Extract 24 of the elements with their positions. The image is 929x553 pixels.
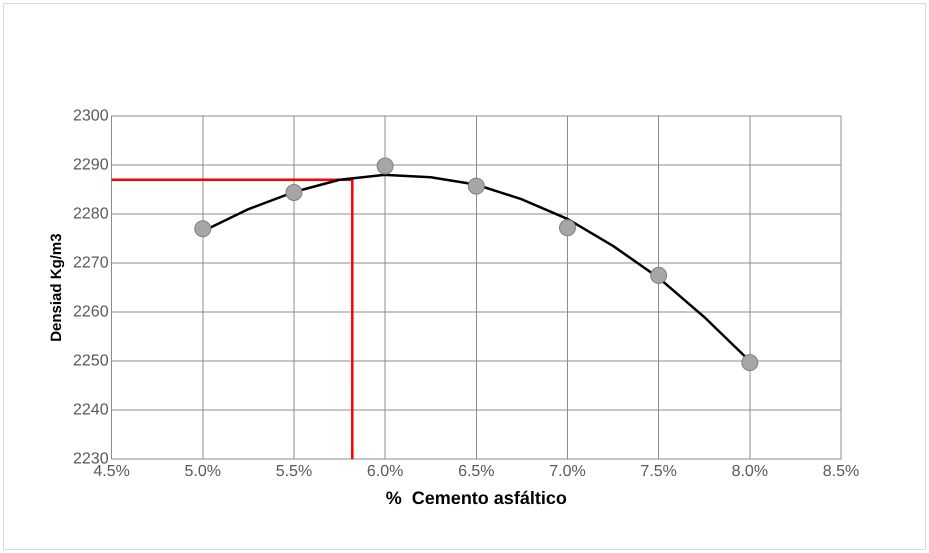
x-tick-label: 8.5% bbox=[822, 463, 860, 480]
y-tick-label: 2250 bbox=[73, 352, 109, 370]
point bbox=[285, 184, 302, 201]
point bbox=[376, 158, 394, 175]
x-axis-title: % Cemento asfáltico bbox=[386, 488, 567, 508]
x-tick-label: 8.0% bbox=[732, 463, 768, 480]
x-tick-label: 5.0% bbox=[184, 463, 222, 480]
point bbox=[650, 266, 668, 284]
y-tick-label: 2280 bbox=[73, 205, 109, 222]
point bbox=[741, 354, 758, 372]
x-tick-label: 7.0% bbox=[549, 463, 586, 480]
x-tick-label: 6.0% bbox=[366, 463, 404, 480]
y-tick-label: 2300 bbox=[73, 107, 109, 124]
y-tick-label: 2260 bbox=[73, 304, 109, 321]
y-tick-label: 2240 bbox=[73, 402, 109, 419]
point bbox=[468, 178, 485, 195]
x-tick-label: 5.5% bbox=[276, 463, 312, 480]
y-axis-title: Densiad Kg/m3 bbox=[48, 233, 66, 342]
x-tick-label: 7.5% bbox=[640, 463, 677, 480]
y-tick-label: 2270 bbox=[73, 254, 109, 272]
y-tick-label: 2290 bbox=[73, 156, 109, 174]
point bbox=[558, 219, 576, 236]
point bbox=[194, 220, 212, 238]
x-tick-label: 6.5% bbox=[458, 463, 495, 480]
